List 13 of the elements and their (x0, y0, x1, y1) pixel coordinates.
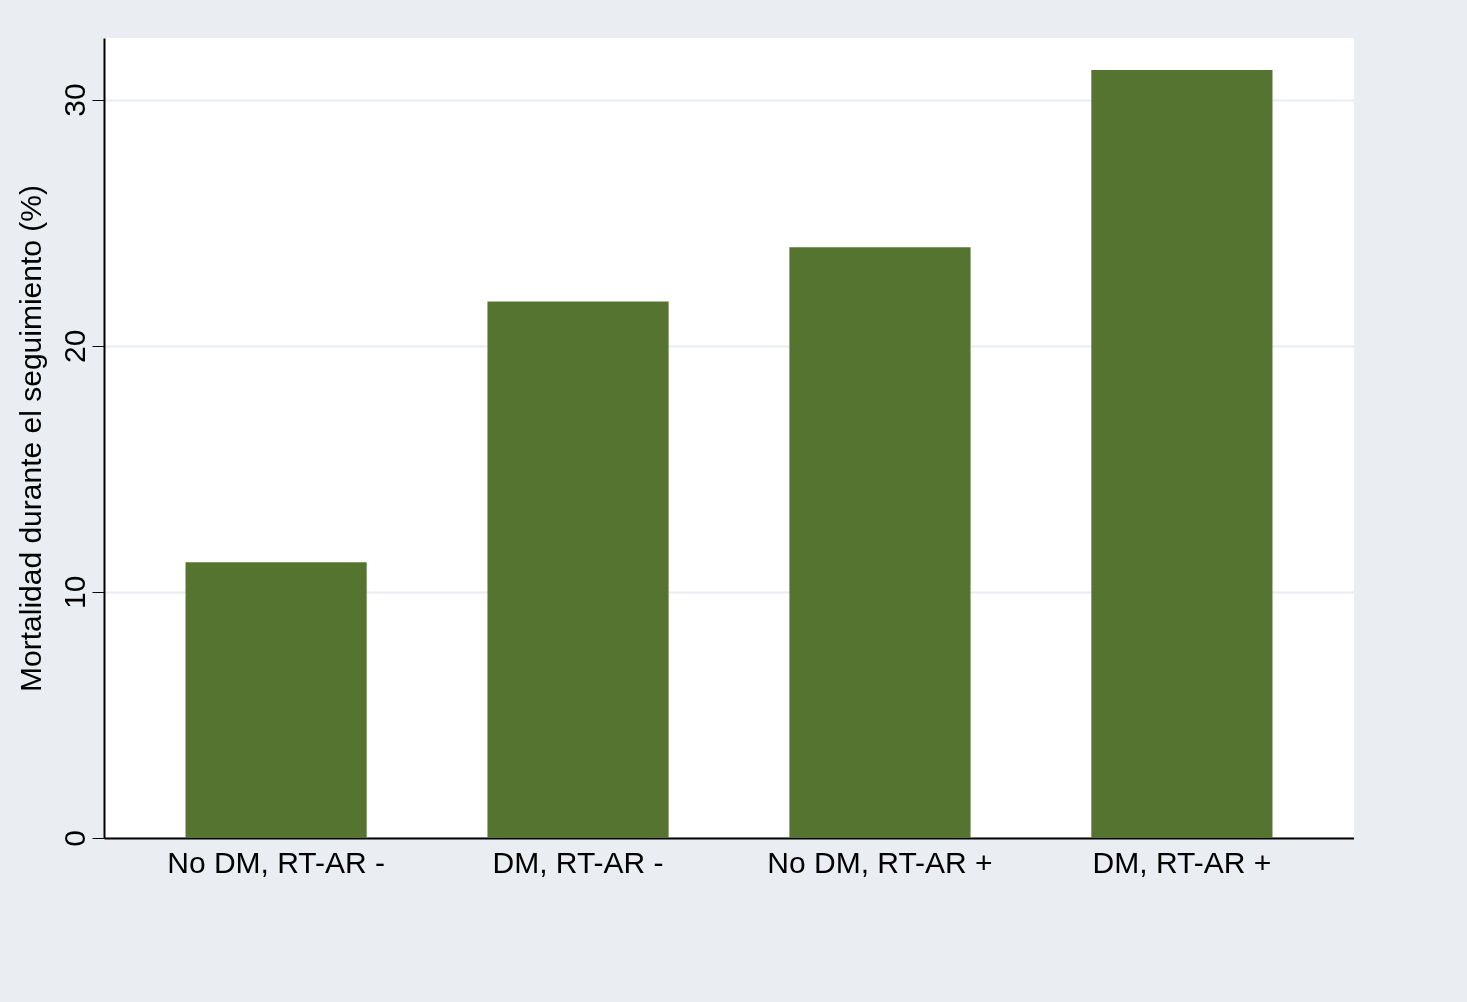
y-tick-label: 0 (57, 830, 91, 847)
x-tick-label: DM, RT-AR - (492, 845, 664, 879)
y-tick-label: 20 (57, 329, 91, 363)
y-tick-label: 10 (57, 575, 91, 610)
x-tick-label: No DM, RT-AR - (167, 845, 385, 879)
y-tick-label: 30 (57, 83, 91, 117)
y-axis-title: Mortalidad durante el seguimiento (%) (13, 185, 47, 692)
x-tick-label: No DM, RT-AR + (767, 845, 993, 879)
x-tick-label: DM, RT-AR + (1092, 845, 1272, 879)
bar (1091, 70, 1273, 838)
bar (185, 562, 367, 838)
bar (487, 301, 669, 838)
bar (789, 247, 971, 838)
